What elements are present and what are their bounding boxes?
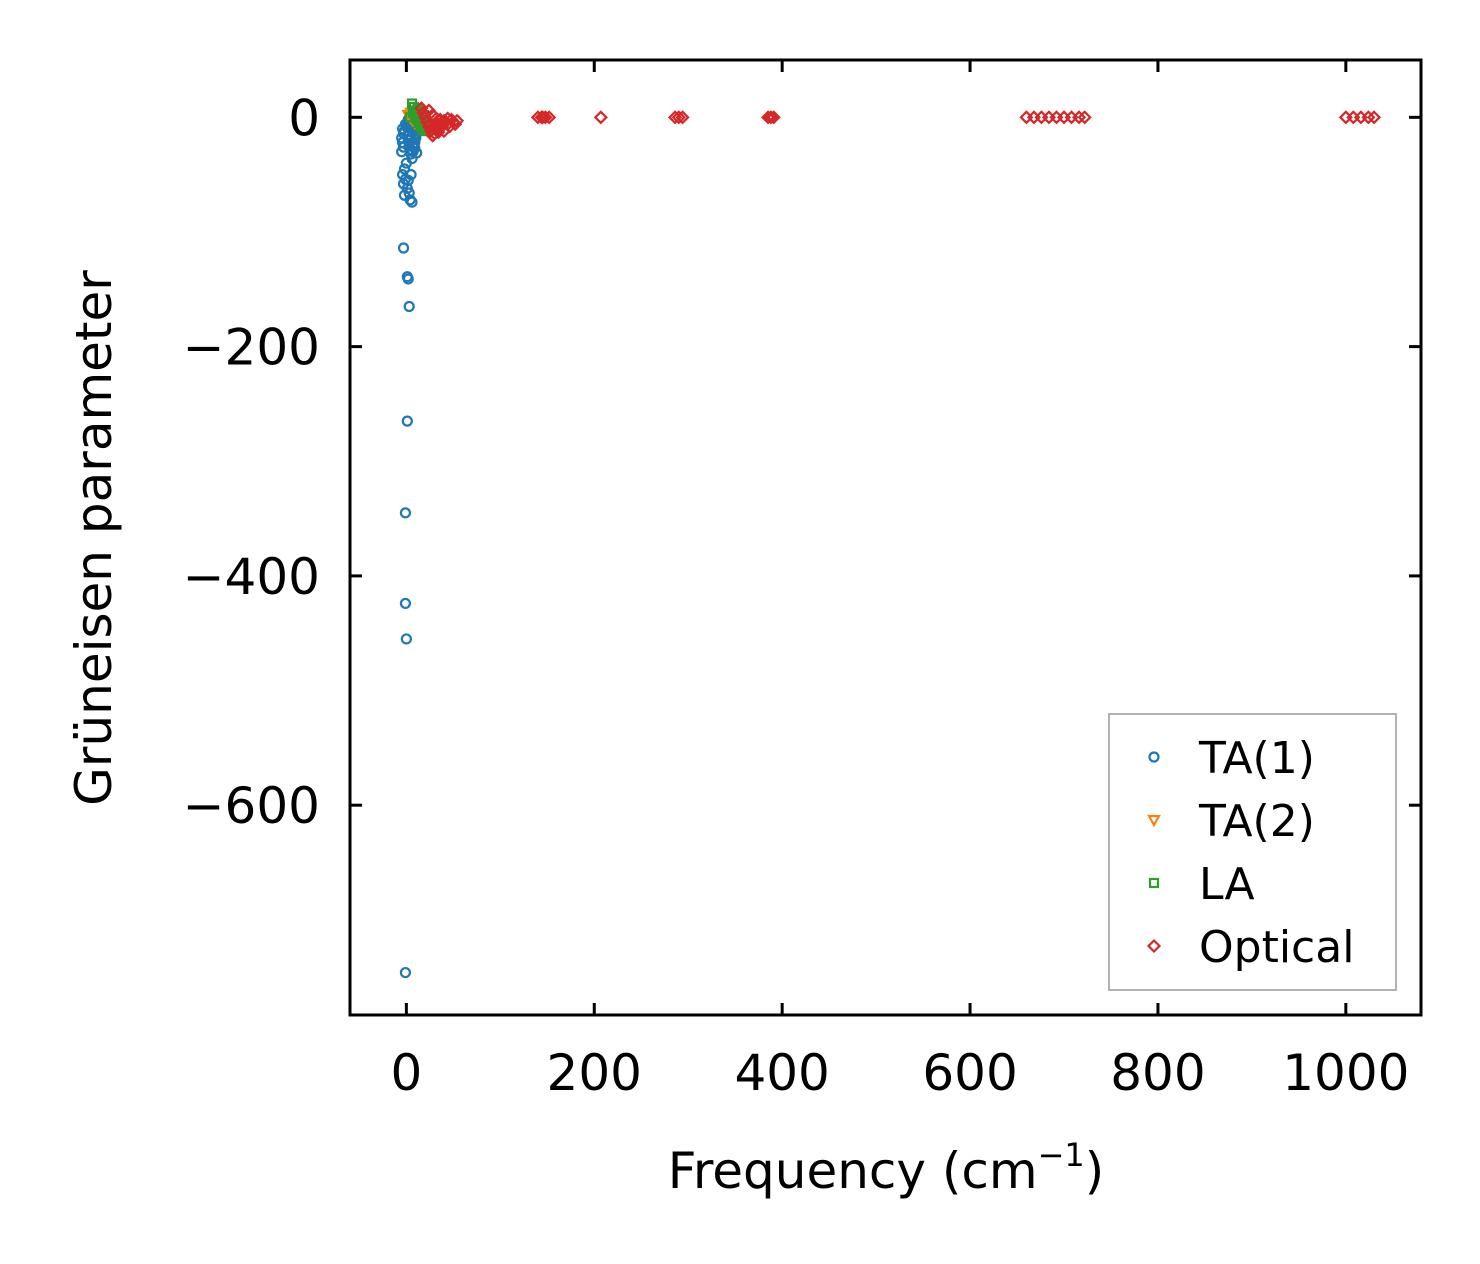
x-axis-label-text: Frequency (cm	[668, 1142, 1038, 1200]
data-point-optical	[1366, 110, 1382, 125]
legend-label: LA	[1199, 859, 1255, 910]
data-point-optical	[1077, 110, 1092, 125]
plot-frame	[348, 58, 1423, 1017]
data-point-optical	[435, 115, 450, 131]
data-point-ta-1	[400, 157, 412, 169]
data-point-ta-1	[411, 147, 423, 159]
data-point-la	[405, 112, 416, 123]
x-axis-label-close: )	[1085, 1142, 1105, 1200]
data-point-optical	[675, 110, 690, 125]
x-tick-label: 400	[734, 1044, 829, 1102]
x-tick-label: 800	[1110, 1044, 1205, 1102]
legend-marker-triangle-down	[1147, 814, 1161, 828]
x-tick-labels: 0 200 400 600 800 1000	[390, 1044, 1409, 1102]
data-point-optical	[671, 110, 686, 125]
legend-label: TA(2)	[1198, 796, 1315, 847]
y-tick-label: −200	[183, 319, 320, 377]
x-axis-label-superscript: −1	[1038, 1136, 1085, 1174]
data-point-ta-1	[406, 196, 418, 208]
x-tick-label: 200	[547, 1044, 642, 1102]
y-tick-labels: 0 −200 −400 −600	[183, 89, 320, 835]
data-point-ta-1	[399, 507, 412, 519]
x-tick-label: 1000	[1282, 1044, 1409, 1102]
y-tick-label: −400	[183, 548, 320, 606]
legend-marker-diamond	[1146, 938, 1162, 954]
data-point-optical	[1361, 110, 1376, 125]
data-point-optical	[538, 110, 553, 125]
x-axis-label: Frequency (cm−1)	[668, 1136, 1105, 1200]
x-tick-label: 600	[922, 1044, 1017, 1102]
data-point-ta-1	[405, 169, 417, 181]
data-point-ta-1	[398, 163, 411, 175]
data-point-optical	[535, 110, 550, 125]
data-point-optical	[431, 125, 446, 140]
data-point-optical	[448, 117, 463, 132]
legend-marker-square	[1148, 877, 1160, 889]
data-point-ta-1	[403, 300, 415, 313]
data-point-optical	[1071, 110, 1087, 125]
legend-label: TA(1)	[1198, 733, 1315, 784]
x-tick-label: 0	[390, 1044, 422, 1102]
data-point-ta-1	[404, 194, 416, 206]
data-point-optical	[766, 110, 781, 125]
legend-entries: TA(1) TA(2) LA Optical	[1146, 733, 1354, 973]
legend-marker-circle	[1148, 751, 1160, 763]
data-point-optical	[761, 110, 776, 125]
data-point-ta-1	[399, 597, 412, 610]
y-tick-label: 0	[288, 89, 320, 147]
data-point-ta-1	[397, 242, 410, 254]
data-point-ta-1	[399, 966, 412, 979]
y-axis-label: Grüneisen parameter	[65, 270, 123, 806]
data-point-optical	[416, 105, 431, 120]
data-markers	[396, 98, 1382, 979]
data-point-ta-1	[400, 633, 412, 645]
data-point-ta-1	[401, 415, 413, 427]
data-point-optical	[763, 110, 778, 125]
data-point-ta-1	[402, 174, 414, 186]
data-point-optical	[593, 110, 608, 125]
y-tick-label: −600	[183, 777, 320, 835]
data-point-optical	[414, 101, 429, 116]
legend-label: Optical	[1199, 922, 1354, 973]
legend: TA(1) TA(2) LA Optical	[1108, 713, 1397, 991]
axis-ticks	[350, 60, 1421, 1015]
data-point-ta-1	[402, 273, 414, 285]
